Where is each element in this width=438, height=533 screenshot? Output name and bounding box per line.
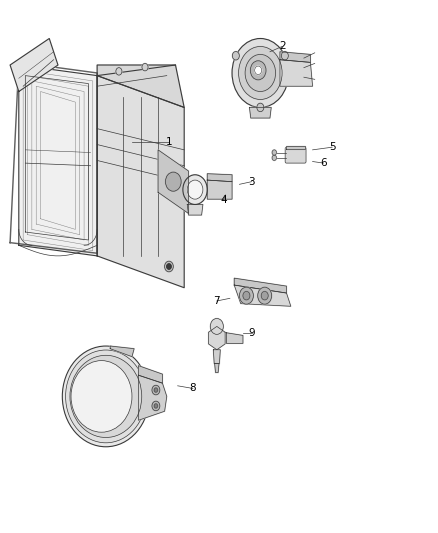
Polygon shape: [213, 350, 220, 364]
Circle shape: [243, 292, 250, 300]
Circle shape: [258, 287, 272, 304]
Text: 4: 4: [220, 195, 226, 205]
Circle shape: [254, 66, 261, 75]
Circle shape: [233, 52, 239, 60]
Polygon shape: [234, 285, 291, 306]
Polygon shape: [226, 333, 243, 343]
Ellipse shape: [71, 361, 132, 432]
Polygon shape: [187, 205, 203, 215]
Circle shape: [281, 52, 288, 60]
Text: 3: 3: [248, 176, 255, 187]
Circle shape: [245, 54, 276, 92]
Text: 2: 2: [279, 42, 286, 52]
Polygon shape: [280, 60, 313, 86]
Circle shape: [183, 175, 207, 205]
Polygon shape: [138, 375, 167, 420]
Polygon shape: [19, 65, 97, 256]
Polygon shape: [280, 52, 311, 62]
Polygon shape: [158, 150, 188, 214]
Polygon shape: [286, 146, 305, 149]
Polygon shape: [208, 326, 225, 350]
Circle shape: [240, 287, 253, 304]
Circle shape: [154, 404, 158, 408]
Polygon shape: [207, 180, 232, 199]
Circle shape: [239, 46, 282, 100]
Polygon shape: [234, 278, 286, 293]
Circle shape: [165, 261, 173, 272]
Text: 5: 5: [329, 142, 336, 152]
FancyBboxPatch shape: [285, 147, 306, 163]
Text: 7: 7: [213, 296, 220, 306]
Text: 8: 8: [190, 383, 196, 393]
Circle shape: [152, 385, 160, 395]
Text: 1: 1: [166, 137, 172, 147]
Circle shape: [210, 318, 223, 334]
Ellipse shape: [70, 356, 142, 438]
Ellipse shape: [62, 346, 149, 447]
Circle shape: [142, 63, 148, 71]
Polygon shape: [207, 174, 232, 182]
Circle shape: [116, 68, 122, 75]
Polygon shape: [110, 346, 134, 357]
Circle shape: [232, 38, 289, 108]
Circle shape: [272, 150, 276, 155]
Circle shape: [154, 388, 158, 392]
Polygon shape: [250, 108, 271, 118]
Polygon shape: [138, 366, 162, 383]
Circle shape: [272, 155, 276, 160]
Ellipse shape: [66, 350, 146, 443]
Polygon shape: [215, 364, 219, 373]
Circle shape: [261, 292, 268, 300]
Circle shape: [166, 172, 181, 191]
Circle shape: [152, 401, 160, 411]
Circle shape: [257, 103, 264, 112]
Polygon shape: [10, 38, 58, 92]
Text: 6: 6: [320, 158, 327, 168]
Polygon shape: [97, 65, 184, 108]
Circle shape: [187, 180, 203, 199]
Circle shape: [251, 61, 266, 80]
Circle shape: [167, 264, 171, 269]
Polygon shape: [97, 76, 184, 288]
Text: 9: 9: [248, 328, 255, 338]
